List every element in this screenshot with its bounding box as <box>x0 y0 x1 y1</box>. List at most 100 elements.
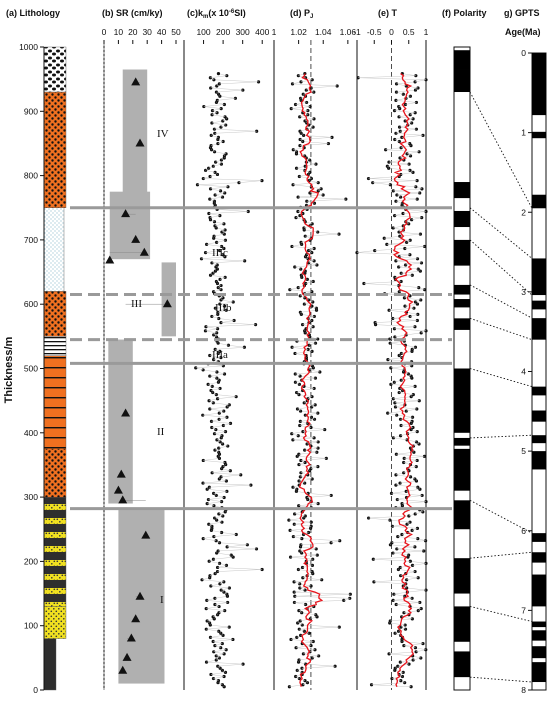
km-line-segment <box>201 258 245 262</box>
km-point <box>211 639 215 644</box>
km-point <box>211 615 215 619</box>
t-point <box>413 512 417 516</box>
km-line-segment <box>217 569 263 572</box>
km-line-segment <box>206 659 217 663</box>
t-line-segment <box>393 598 413 601</box>
km-line-segment <box>212 114 226 118</box>
t-title: (e) T <box>378 8 398 18</box>
t-point <box>413 569 417 574</box>
gpts-tick-label: 4 <box>521 367 526 377</box>
polarity-normal-zone <box>454 284 470 295</box>
pj-point <box>297 676 301 681</box>
sr-tick-labels: 0 10 20 30 40 50 <box>102 27 181 44</box>
pj-point <box>313 648 317 652</box>
km-point <box>219 320 223 325</box>
pj-line-segment <box>301 538 340 541</box>
lithology-column <box>43 46 67 691</box>
t-line-segment <box>368 176 400 179</box>
pj-line-segment <box>300 79 313 83</box>
pj-line-segment <box>290 528 311 531</box>
km-point <box>208 635 213 640</box>
t-line-segment <box>375 324 415 327</box>
km-line-segment <box>214 431 226 434</box>
t-line-segment <box>385 147 402 150</box>
t-point <box>407 553 411 557</box>
t-point <box>405 586 409 590</box>
t-line-segment <box>368 178 418 181</box>
pj-line-segment <box>301 665 336 669</box>
km-point <box>209 419 214 423</box>
km-line-segment <box>206 242 217 245</box>
t-line-segment <box>387 357 403 360</box>
km-line-segment <box>220 320 235 323</box>
pj-point <box>293 512 297 516</box>
thickness-tick-label: 400 <box>24 428 38 438</box>
unit-label-iiia: IIIa <box>212 349 228 361</box>
km-point <box>209 133 213 137</box>
unit-boundaries <box>70 206 452 511</box>
pj-line-segment <box>296 340 316 344</box>
sr-point <box>162 299 172 308</box>
km-line-segment <box>218 318 235 321</box>
km-line-segment <box>208 499 222 502</box>
t-line-segment <box>356 250 375 253</box>
km-line-segment <box>214 151 227 155</box>
pj-line-segment <box>301 377 316 381</box>
t-line-segment <box>395 260 422 264</box>
thickness-tick-label: 0 <box>33 685 38 695</box>
t-line-segment <box>399 254 410 257</box>
t-line-segment <box>401 377 412 381</box>
km-point <box>210 471 214 475</box>
t-line-segment <box>368 515 409 519</box>
km-line-segment <box>215 429 226 432</box>
t-point <box>424 648 428 652</box>
km-line-segment <box>208 211 249 214</box>
pj-line-segment <box>291 106 311 109</box>
sr-title: (b) SR (cm/ky) <box>102 8 163 18</box>
km-point <box>209 86 213 90</box>
pj-line-segment <box>300 410 318 414</box>
km-point <box>206 497 211 502</box>
t-line-segment <box>389 653 413 657</box>
lithology-layer <box>43 91 67 208</box>
pj-line-segment <box>293 184 312 188</box>
km-line-segment <box>221 532 237 535</box>
pj-line-segment <box>299 425 312 428</box>
km-line-segment <box>211 425 224 428</box>
sr-point <box>131 234 141 243</box>
pj-line-segment <box>290 530 309 533</box>
sr-point <box>113 485 123 494</box>
km-line-segment <box>206 244 222 247</box>
pj-line-segment <box>291 244 302 247</box>
sr-range-band <box>161 262 176 337</box>
t-line-segment <box>373 579 407 583</box>
pj-line-segment <box>294 596 350 599</box>
km-line-segment <box>220 322 256 325</box>
pj-line-segment <box>301 314 315 317</box>
pj-line-segment <box>299 176 312 179</box>
t-line-segment <box>411 217 422 220</box>
gpts-tick-label: 2 <box>521 207 526 217</box>
t-line-segment <box>404 303 418 307</box>
t-line-segment <box>398 285 419 288</box>
t-line-segment <box>401 425 414 428</box>
pj-point <box>311 557 315 561</box>
km-point <box>210 524 214 528</box>
pj-line-segment <box>308 493 332 496</box>
polarity-normal-zone <box>454 299 470 308</box>
sr-point <box>135 591 145 600</box>
t-line-segment <box>358 77 427 81</box>
pj-line-segment <box>295 104 311 107</box>
gpts-tick-label: 7 <box>521 605 526 615</box>
t-point <box>393 631 397 635</box>
pj-point <box>288 528 292 533</box>
t-line-segment <box>396 546 415 550</box>
pj-panel <box>273 40 352 690</box>
t-line-segment <box>387 359 412 362</box>
thickness-tick-label: 600 <box>24 299 38 309</box>
km-line-segment <box>210 275 226 278</box>
km-line-segment <box>210 637 233 640</box>
pj-line-segment <box>300 546 317 550</box>
km-point <box>217 446 221 450</box>
pj-line-segment <box>306 198 346 202</box>
